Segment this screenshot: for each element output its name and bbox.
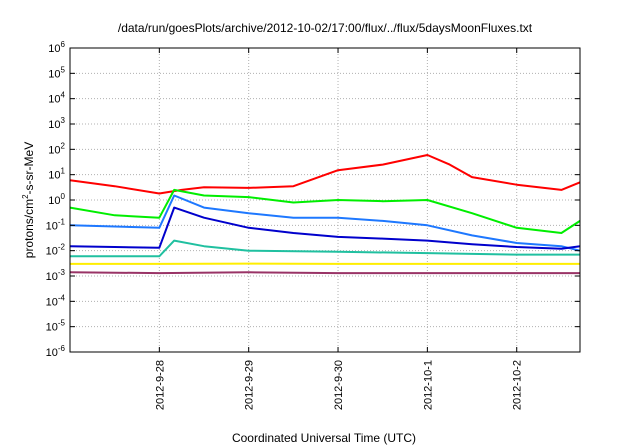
- y-axis-label: protons/cm2-s-sr-MeV: [21, 142, 36, 258]
- y-tick-label: 10-3: [46, 268, 66, 283]
- y-tick-label: 106: [48, 40, 65, 55]
- series-line-3: [69, 194, 581, 252]
- y-tick-label: 103: [48, 116, 65, 131]
- series-line-2: [69, 188, 581, 234]
- series-line-4: [69, 206, 581, 250]
- y-tick-label: 104: [48, 91, 65, 106]
- y-tick-label: 100: [48, 192, 65, 207]
- y-tick-label: 10-1: [46, 217, 66, 232]
- series-line-7: [69, 271, 580, 275]
- y-tick-label: 105: [48, 65, 65, 80]
- series-group: [69, 154, 581, 275]
- x-tick-label: 2012-9-28: [154, 360, 166, 410]
- y-tick-label: 10-4: [46, 293, 66, 308]
- y-tick-label: 102: [48, 141, 65, 156]
- y-tick-label: 10-6: [46, 344, 66, 359]
- y-axis: 10-6 10-5 10-4 10-3 10-2 10-1 100 101 102 103 104 1…: [46, 40, 580, 359]
- y-tick-label: 10-2: [46, 243, 66, 258]
- x-tick-label: 2012-10-2: [512, 360, 524, 410]
- x-tick-label: 2012-9-29: [244, 360, 256, 410]
- x-axis: 2012-9-28 2012-9-29 2012-9-30 2012-10-1 2012…: [154, 48, 524, 410]
- chart-title: /data/run/goesPlots/archive/2012-10-02/1…: [118, 21, 533, 35]
- x-axis-label: Coordinated Universal Time (UTC): [232, 431, 416, 445]
- x-tick-label: 2012-9-30: [333, 360, 345, 410]
- x-tick-label: 2012-10-1: [422, 360, 434, 410]
- series-line-5: [70, 239, 580, 258]
- y-tick-label: 101: [48, 167, 65, 182]
- series-line-1: [69, 154, 581, 195]
- y-tick-label: 10-5: [46, 319, 66, 334]
